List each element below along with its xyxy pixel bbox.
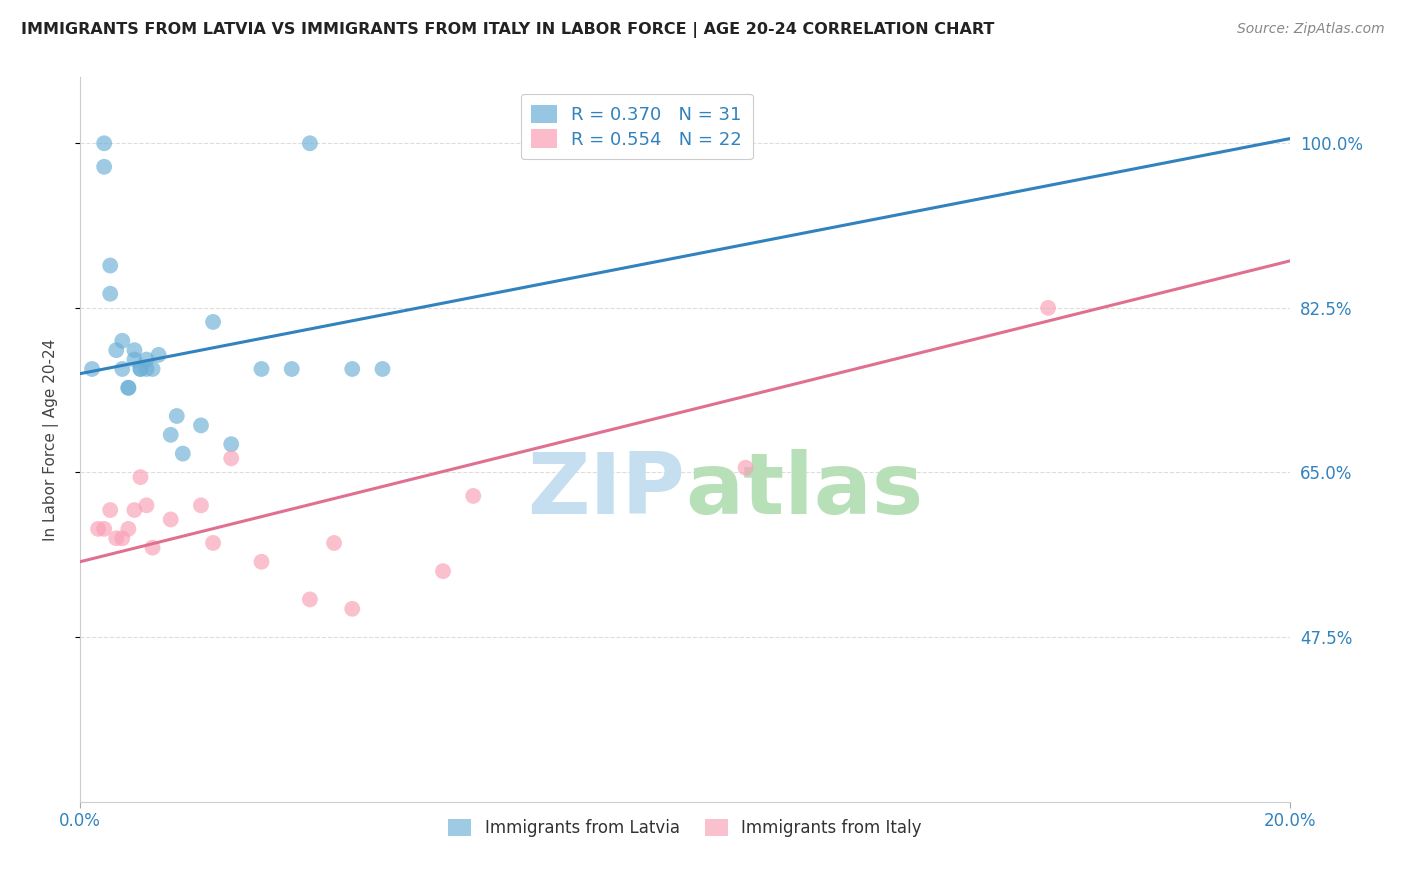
Point xyxy=(129,362,152,376)
Point xyxy=(298,136,321,151)
Point xyxy=(1036,301,1059,315)
Point xyxy=(93,522,115,536)
Point xyxy=(98,259,121,273)
Point xyxy=(298,592,321,607)
Point xyxy=(166,409,188,423)
Text: atlas: atlas xyxy=(685,449,924,532)
Point xyxy=(159,512,181,526)
Point xyxy=(87,522,110,536)
Point xyxy=(280,362,302,376)
Point xyxy=(124,352,146,367)
Point xyxy=(142,362,165,376)
Point xyxy=(135,352,157,367)
Point xyxy=(432,564,454,578)
Point xyxy=(202,536,225,550)
Point xyxy=(371,362,394,376)
Text: IMMIGRANTS FROM LATVIA VS IMMIGRANTS FROM ITALY IN LABOR FORCE | AGE 20-24 CORRE: IMMIGRANTS FROM LATVIA VS IMMIGRANTS FRO… xyxy=(21,22,994,38)
Point xyxy=(129,470,152,484)
Point xyxy=(93,136,115,151)
Point xyxy=(734,460,756,475)
Point xyxy=(124,343,146,358)
Point xyxy=(159,427,181,442)
Point xyxy=(142,541,165,555)
Point xyxy=(135,499,157,513)
Y-axis label: In Labor Force | Age 20-24: In Labor Force | Age 20-24 xyxy=(44,338,59,541)
Text: ZIP: ZIP xyxy=(527,449,685,532)
Point xyxy=(135,362,157,376)
Point xyxy=(202,315,225,329)
Point xyxy=(613,141,636,155)
Point xyxy=(124,503,146,517)
Point xyxy=(250,362,273,376)
Point xyxy=(111,362,134,376)
Point xyxy=(323,536,346,550)
Text: Source: ZipAtlas.com: Source: ZipAtlas.com xyxy=(1237,22,1385,37)
Point xyxy=(117,381,139,395)
Point xyxy=(342,362,364,376)
Point xyxy=(93,160,115,174)
Point xyxy=(105,343,128,358)
Point xyxy=(129,362,152,376)
Point xyxy=(80,362,103,376)
Point xyxy=(219,451,242,466)
Legend: Immigrants from Latvia, Immigrants from Italy: Immigrants from Latvia, Immigrants from … xyxy=(441,813,928,844)
Point xyxy=(190,499,212,513)
Point xyxy=(111,334,134,348)
Point xyxy=(342,601,364,615)
Point xyxy=(111,531,134,545)
Point xyxy=(105,531,128,545)
Point xyxy=(250,555,273,569)
Point xyxy=(117,522,139,536)
Point xyxy=(463,489,485,503)
Point xyxy=(219,437,242,451)
Point xyxy=(98,503,121,517)
Point xyxy=(172,447,194,461)
Point xyxy=(117,381,139,395)
Point xyxy=(98,286,121,301)
Point xyxy=(190,418,212,433)
Point xyxy=(148,348,170,362)
Point xyxy=(673,141,696,155)
